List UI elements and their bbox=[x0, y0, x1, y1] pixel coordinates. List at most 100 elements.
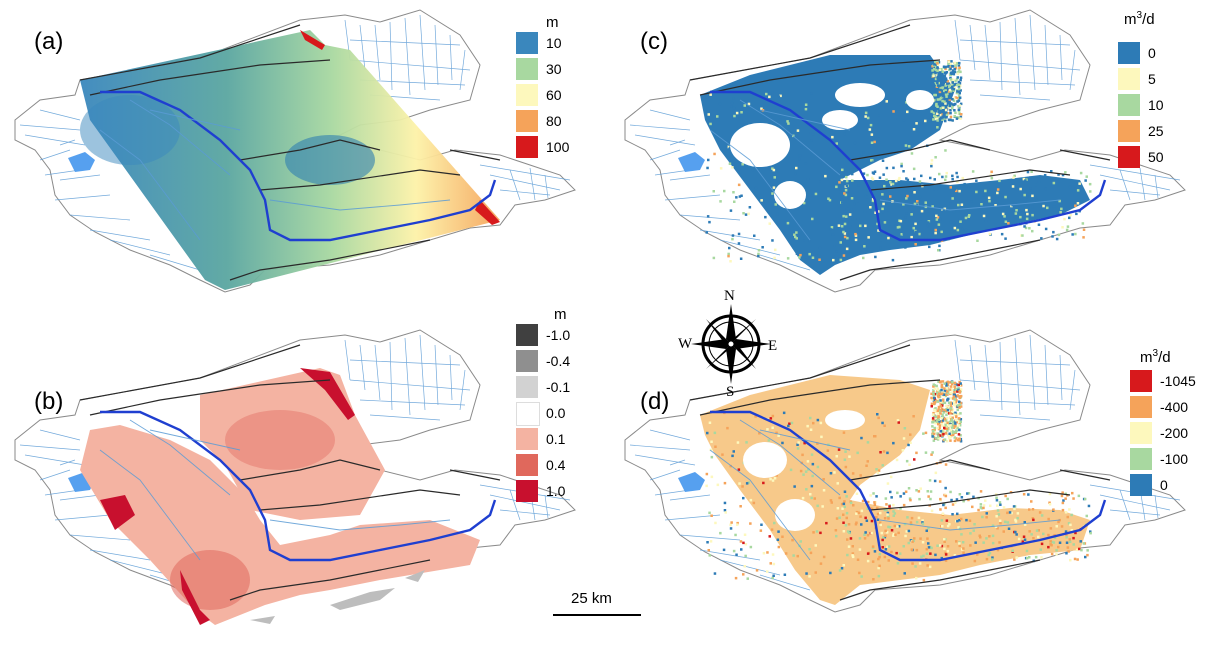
speckle-cell bbox=[897, 531, 900, 535]
speckle-cell bbox=[793, 233, 796, 236]
speckle-cell bbox=[947, 406, 950, 409]
speckle-cell bbox=[948, 100, 951, 104]
speckle-cell bbox=[994, 204, 997, 207]
speckle-cell bbox=[842, 254, 846, 257]
speckle-cell bbox=[953, 403, 956, 406]
speckle-cell bbox=[1052, 508, 1055, 511]
speckle-cell bbox=[910, 235, 913, 239]
speckle-cell bbox=[938, 117, 942, 121]
speckle-cell bbox=[945, 386, 949, 390]
speckle-cell bbox=[962, 547, 965, 550]
speckle-cell bbox=[866, 189, 869, 192]
speckle-cell bbox=[927, 542, 930, 545]
speckle-cell bbox=[934, 117, 938, 121]
speckle-cell bbox=[938, 84, 941, 88]
legend-swatch bbox=[1130, 448, 1152, 470]
speckle-cell bbox=[820, 435, 823, 439]
speckle-cell bbox=[996, 188, 1000, 191]
speckle-cell bbox=[1012, 176, 1015, 179]
speckle-cell bbox=[857, 199, 860, 203]
speckle-cell bbox=[860, 436, 863, 440]
speckle-cell bbox=[777, 545, 781, 549]
speckle-cell bbox=[775, 474, 778, 477]
speckle-cell bbox=[928, 479, 932, 482]
speckle-cell bbox=[944, 175, 948, 178]
speckle-cell bbox=[866, 460, 869, 463]
speckle-cell bbox=[1003, 215, 1006, 218]
speckle-cell bbox=[1017, 204, 1020, 207]
speckle-cell bbox=[762, 481, 765, 485]
speckle-cell bbox=[953, 188, 956, 191]
speckle-cell bbox=[757, 254, 760, 258]
speckle-cell bbox=[1019, 187, 1022, 191]
speckle-cell bbox=[945, 388, 948, 391]
speckle-cell bbox=[955, 83, 958, 87]
speckle-cell bbox=[870, 133, 874, 136]
speckle-cell bbox=[917, 490, 921, 493]
speckle-cell bbox=[952, 389, 956, 392]
speckle-cell bbox=[1061, 508, 1065, 512]
speckle-cell bbox=[957, 109, 961, 113]
speckle-cell bbox=[879, 523, 882, 527]
speckle-cell bbox=[840, 567, 844, 570]
speckle-cell bbox=[732, 191, 735, 194]
speckle-cell bbox=[870, 141, 874, 144]
speckle-cell bbox=[752, 501, 756, 505]
speckle-cell bbox=[843, 500, 846, 503]
speckle-cell bbox=[938, 74, 941, 77]
speckle-cell bbox=[953, 398, 957, 401]
speckle-cell bbox=[860, 153, 863, 156]
speckle-cell bbox=[1006, 521, 1010, 524]
speckle-cell bbox=[1066, 515, 1069, 519]
speckle-cell bbox=[1049, 540, 1052, 543]
speckle-cell bbox=[918, 497, 921, 501]
speckle-cell bbox=[951, 65, 954, 68]
speckle-cell bbox=[945, 384, 948, 387]
speckle-cell bbox=[856, 451, 859, 455]
speckle-cell bbox=[910, 152, 914, 155]
speckle-cell bbox=[910, 213, 913, 216]
speckle-cell bbox=[842, 530, 846, 533]
speckle-cell bbox=[864, 115, 867, 118]
speckle-cell bbox=[943, 547, 946, 551]
speckle-cell bbox=[949, 109, 952, 112]
speckle-cell bbox=[841, 168, 844, 172]
speckle-cell bbox=[959, 89, 962, 92]
speckle-cell bbox=[954, 79, 957, 83]
speckle-cell bbox=[709, 93, 712, 96]
speckle-cell bbox=[772, 562, 776, 566]
speckle-cell bbox=[1002, 530, 1005, 533]
speckle-cell bbox=[821, 505, 824, 508]
speckle-cell bbox=[950, 230, 954, 233]
speckle-cell bbox=[957, 90, 961, 93]
speckle-cell bbox=[713, 572, 717, 575]
speckle-cell bbox=[710, 440, 713, 443]
speckle-cell bbox=[742, 573, 745, 576]
speckle-cell bbox=[776, 212, 779, 216]
speckle-cell bbox=[905, 177, 908, 180]
speckle-cell bbox=[807, 468, 810, 471]
speckle-cell bbox=[951, 177, 954, 181]
speckle-cell bbox=[1051, 540, 1054, 544]
speckle-cell bbox=[865, 519, 869, 522]
speckle-cell bbox=[934, 71, 937, 75]
speckle-cell bbox=[953, 425, 957, 428]
speckle-cell bbox=[914, 243, 917, 246]
speckle-cell bbox=[890, 550, 893, 554]
speckle-cell bbox=[1025, 217, 1029, 221]
speckle-cell bbox=[956, 62, 959, 65]
speckle-cell bbox=[1030, 533, 1033, 536]
speckle-cell bbox=[740, 548, 743, 551]
speckle-cell bbox=[948, 118, 951, 122]
speckle-cell bbox=[1007, 527, 1011, 530]
speckle-cell bbox=[955, 171, 958, 175]
speckle-cell bbox=[940, 519, 944, 522]
speckle-cell bbox=[863, 537, 867, 540]
speckle-cell bbox=[735, 114, 739, 117]
speckle-cell bbox=[840, 225, 844, 228]
speckle-cell bbox=[883, 189, 887, 193]
speckle-cell bbox=[996, 527, 999, 530]
speckle-cell bbox=[848, 531, 851, 535]
speckle-cell bbox=[877, 200, 880, 204]
speckle-cell bbox=[1032, 537, 1035, 540]
